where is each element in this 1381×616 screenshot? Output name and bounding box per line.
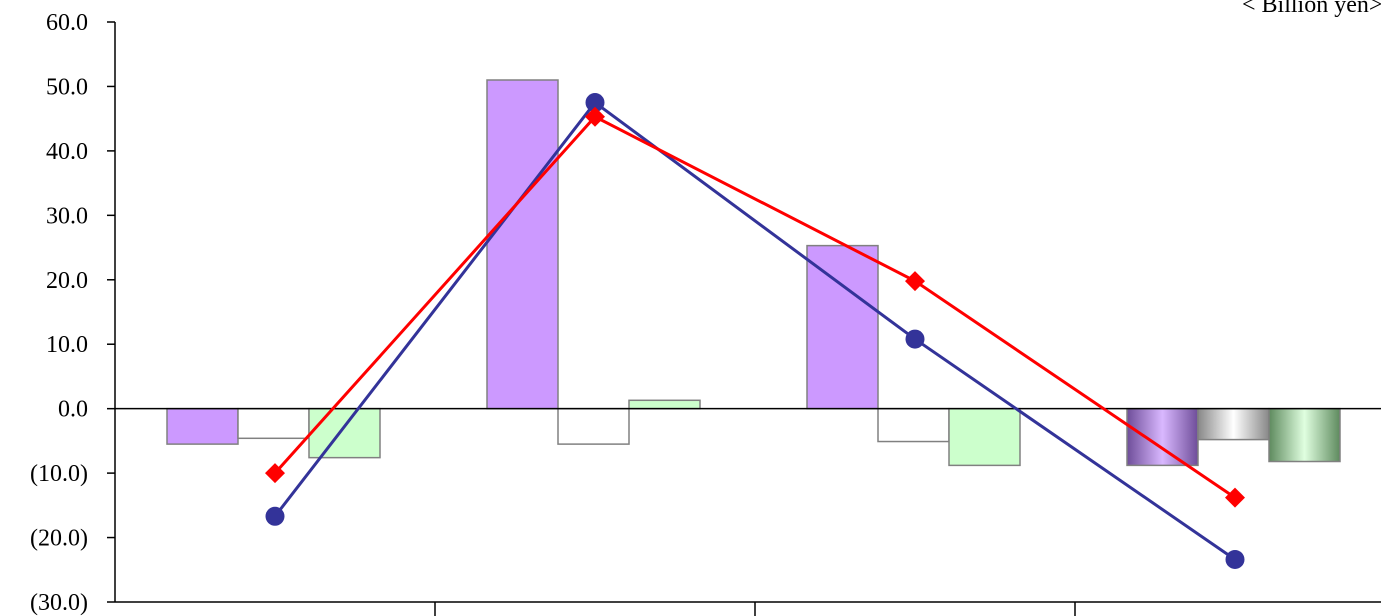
bar-series-1-category-1 — [166, 407, 239, 445]
y-tick-label: 30.0 — [46, 203, 88, 229]
y-tick-label: 60.0 — [46, 10, 88, 36]
bar-series-3-category-1 — [308, 407, 381, 459]
line-series-1-point-3 — [905, 329, 925, 349]
y-tick-label: 50.0 — [46, 74, 88, 100]
bar-series-1-category-3 — [806, 244, 879, 410]
bar-series-3-category-4 — [1268, 407, 1341, 463]
line-series-2-point-3 — [905, 271, 925, 292]
axes — [107, 21, 1381, 616]
unit-label: < Billion yen> — [1242, 0, 1381, 18]
line-series-2 — [273, 114, 1236, 499]
y-tick-label: 10.0 — [46, 332, 88, 358]
y-tick-label: 0.0 — [58, 397, 88, 423]
bar-series-2-category-4 — [1197, 407, 1270, 441]
line-series-1 — [273, 100, 1236, 561]
bar-series-2-category-1 — [237, 407, 310, 440]
bar-series-1-category-2 — [486, 79, 559, 410]
bar-series-3-category-3 — [948, 407, 1021, 467]
line-series-1-point-1 — [265, 506, 285, 526]
bar-series-3-category-2 — [628, 399, 701, 410]
line-series-1-point-4 — [1225, 549, 1245, 569]
y-tick-label: (10.0) — [30, 461, 88, 487]
line-series-1-point-2 — [585, 93, 605, 113]
bar-series-1-category-4 — [1126, 407, 1199, 467]
line-series-group — [265, 93, 1245, 569]
line-series-2-point-1 — [265, 463, 285, 484]
line-series-2-point-2 — [585, 106, 605, 127]
y-tick-label: 40.0 — [46, 139, 88, 165]
bar-series-2-category-2 — [557, 407, 630, 445]
y-tick-label: (30.0) — [30, 590, 88, 616]
bar-series-2-category-3 — [877, 407, 950, 443]
y-axis-tick-labels: 60.0 50.0 40.0 30.0 20.0 10.0 0.0 (10.0) (20.0) (… — [30, 10, 88, 616]
y-tick-label: 20.0 — [46, 268, 88, 294]
y-tick-label: (20.0) — [30, 526, 88, 552]
line-series-2-point-4 — [1225, 487, 1245, 508]
bar-series-group — [166, 79, 1341, 467]
